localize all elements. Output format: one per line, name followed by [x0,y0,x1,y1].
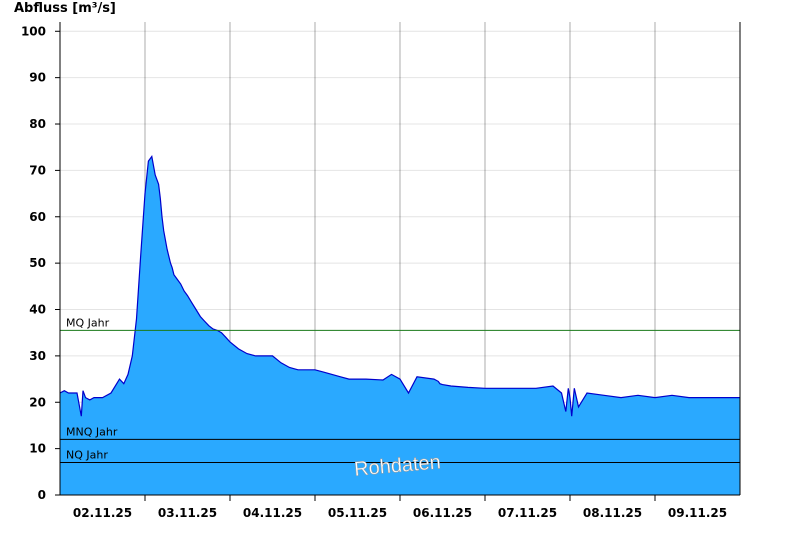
x-tick-label: 04.11.25 [243,506,302,520]
x-tick-label: 06.11.25 [413,506,472,520]
area-layer [59,155,740,495]
y-tick-label: 50 [29,256,46,270]
reference-lines-layer: MQ Jahr MNQ Jahr NQ Jahr [60,316,740,464]
y-tick-label: 60 [29,210,46,224]
reference-line-label: MQ Jahr [66,316,110,329]
y-tick-label: 80 [29,117,46,131]
x-tick-label: 07.11.25 [498,506,557,520]
y-tick-label: 20 [29,395,46,409]
discharge-area [60,156,740,495]
x-tick-label: 03.11.25 [158,506,217,520]
y-tick-label: 70 [29,163,46,177]
x-tick-label: 09.11.25 [668,506,727,520]
y-tick-label: 100 [21,24,46,38]
axes-layer: 0 10 20 30 40 50 60 70 80 90 100 02.11.25 03.11.25 04… [21,22,741,520]
y-axis-title: Abfluss [m³/s] [14,1,116,16]
y-tick-label: 40 [29,303,46,317]
y-tick-label: 10 [29,442,46,456]
reference-line-label: NQ Jahr [66,449,108,462]
x-tick-label: 02.11.25 [73,506,132,520]
y-tick-label: 90 [29,71,46,85]
discharge-line [59,155,740,417]
x-tick-label: 08.11.25 [583,506,642,520]
x-tick-label: 05.11.25 [328,506,387,520]
y-tick-label: 0 [38,488,46,502]
y-tick-label: 30 [29,349,46,363]
reference-line-label: MNQ Jahr [66,425,118,438]
